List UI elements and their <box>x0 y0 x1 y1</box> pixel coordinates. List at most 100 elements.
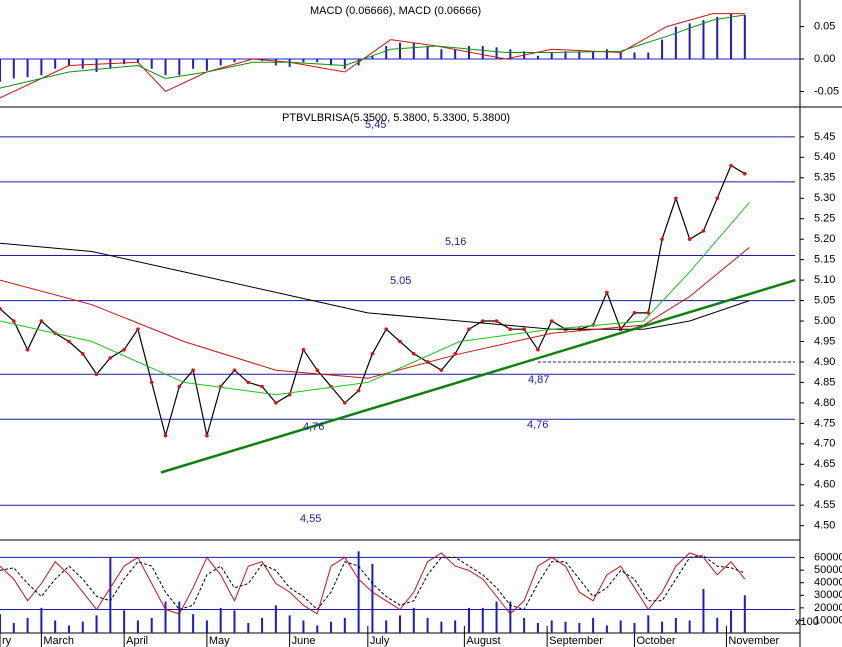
bar <box>550 620 553 633</box>
bar <box>219 59 222 66</box>
bar <box>330 621 333 633</box>
annotation: 5,45 <box>365 119 386 131</box>
bar <box>178 59 181 76</box>
price-point <box>536 347 540 352</box>
bar <box>26 59 29 78</box>
bar <box>674 617 677 633</box>
bar <box>702 20 705 60</box>
bar <box>95 59 98 72</box>
price-title: PTBVLBRISA(5.3500, 5.3800, 5.3300, 5.380… <box>282 112 510 124</box>
bar <box>150 617 153 633</box>
y-tick-label: 4.70 <box>814 438 835 450</box>
x-tick-label: September <box>549 635 603 647</box>
annotation: 4,76 <box>303 421 324 433</box>
x-tick-label: October <box>636 635 675 647</box>
bar <box>81 621 84 633</box>
bar <box>454 620 457 633</box>
bar <box>371 563 374 633</box>
bar <box>412 42 415 60</box>
bar <box>647 615 650 633</box>
y-tick-label: 5.40 <box>814 151 835 163</box>
price-point <box>729 163 733 168</box>
bar <box>743 595 746 633</box>
bar <box>716 16 719 60</box>
annotation: 4,87 <box>528 374 549 386</box>
price-point <box>370 351 375 356</box>
price-point <box>674 196 678 201</box>
bar <box>302 620 305 633</box>
price-point <box>743 171 747 176</box>
bar <box>385 620 388 633</box>
x-tick-label: ry <box>2 635 12 647</box>
bar <box>219 607 222 633</box>
bar <box>0 59 1 82</box>
y-tick-label: 0.00 <box>814 53 835 65</box>
price-point <box>343 401 347 405</box>
price-point <box>260 384 264 389</box>
y-tick-label: 4.60 <box>814 479 835 491</box>
bar <box>509 49 512 60</box>
y-tick-label: 5.00 <box>814 315 835 327</box>
bar <box>357 551 360 633</box>
bar <box>605 49 608 60</box>
bar <box>467 607 470 633</box>
bar <box>454 49 457 60</box>
annotation: 4,55 <box>300 513 321 525</box>
bar <box>481 607 484 633</box>
bar <box>578 622 581 633</box>
bar <box>330 59 333 66</box>
indicator-line <box>0 242 750 330</box>
price-point <box>67 339 71 344</box>
bar <box>40 607 43 633</box>
y-tick-label: 5.15 <box>814 254 835 266</box>
y-tick-label: 4.80 <box>814 397 835 409</box>
bar <box>412 607 415 633</box>
bar <box>233 59 236 63</box>
bar <box>302 59 305 63</box>
bar <box>54 620 57 633</box>
bar <box>702 589 705 633</box>
y-tick-label: 5.05 <box>814 294 835 306</box>
bar <box>67 625 70 633</box>
y-tick-label: 5.35 <box>814 172 835 184</box>
price-point <box>232 368 237 372</box>
y-tick-label: 4.55 <box>814 499 835 511</box>
y-tick-label: 40000 <box>814 577 842 589</box>
price-point <box>494 319 499 323</box>
bar <box>136 59 139 63</box>
bar <box>426 46 429 60</box>
price-point <box>0 306 2 311</box>
price-point <box>660 237 664 241</box>
bar <box>95 615 98 633</box>
x-tick-label: August <box>466 635 500 647</box>
price-point <box>384 327 389 332</box>
bar <box>495 47 498 60</box>
bar <box>178 601 181 633</box>
y-tick-label: 4.50 <box>814 520 835 532</box>
bar <box>550 52 553 60</box>
y-tick-label: 60000 <box>814 552 842 564</box>
bar <box>440 621 443 633</box>
annotation: 4,76 <box>527 419 548 431</box>
bar <box>385 46 388 60</box>
price-point <box>246 380 251 385</box>
price-point <box>287 392 292 397</box>
y-tick-label: 4.90 <box>814 356 835 368</box>
y-tick-label: 5.25 <box>814 213 835 225</box>
bar <box>12 622 15 633</box>
y-tick-label: 5.45 <box>814 131 835 143</box>
oscillator-line <box>0 555 745 611</box>
bar <box>81 59 84 69</box>
bar <box>288 615 291 633</box>
bar <box>247 622 250 633</box>
bar <box>674 26 677 60</box>
bar <box>564 51 567 60</box>
price-point <box>301 347 306 352</box>
bar <box>316 625 319 633</box>
bar <box>26 617 29 633</box>
bar <box>426 617 429 633</box>
bar <box>192 614 195 633</box>
y-tick-label: 4.85 <box>814 376 835 388</box>
bar <box>688 23 691 60</box>
x-tick-label: March <box>43 635 74 647</box>
